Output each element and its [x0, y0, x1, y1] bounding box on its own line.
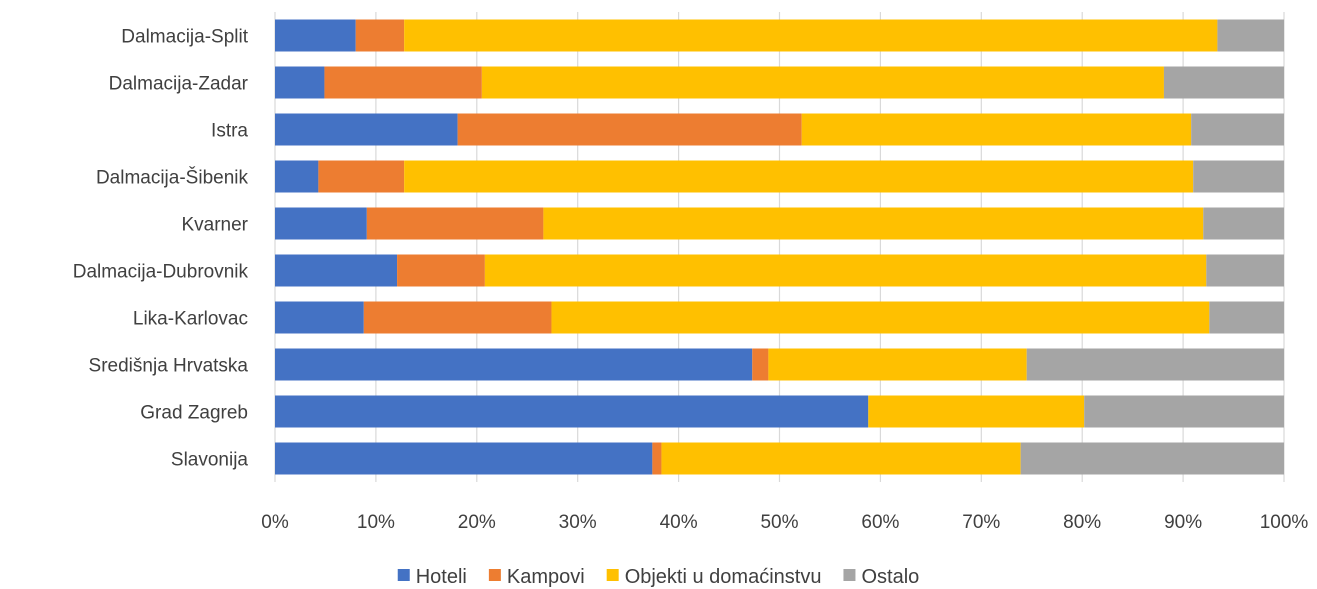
tick-label: 0%: [261, 512, 289, 533]
bar-ostalo-1: [1163, 66, 1284, 99]
bar-hoteli-7: [275, 348, 753, 381]
value-axis: 0% 10% 20% 30% 40% 50% 60% 70% 80% 90% 100%: [261, 512, 1308, 533]
category-label: Dalmacija-Zadar: [109, 74, 249, 95]
bar-objekti-u-doma-instvu-6: [551, 301, 1210, 334]
bar-objekti-u-doma-instvu-8: [868, 395, 1085, 428]
bar-ostalo-0: [1217, 19, 1284, 52]
bar-hoteli-3: [275, 160, 319, 193]
legend-label: Hoteli: [416, 566, 467, 588]
tick-label: 30%: [559, 512, 597, 533]
legend-label: Objekti u domaćinstvu: [625, 566, 822, 588]
bar-hoteli-0: [275, 19, 356, 52]
legend-swatch-ostalo: [843, 569, 856, 581]
bar-kampovi-3: [318, 160, 405, 193]
tick-label: 20%: [458, 512, 496, 533]
bar-hoteli-4: [275, 207, 367, 240]
bar-kampovi-7: [752, 348, 769, 381]
category-label: Dalmacija-Dubrovnik: [73, 262, 249, 283]
bar-ostalo-5: [1206, 254, 1284, 287]
bar-hoteli-1: [275, 66, 325, 99]
bar-kampovi-4: [366, 207, 544, 240]
bar-objekti-u-doma-instvu-4: [543, 207, 1204, 240]
bar-hoteli-5: [275, 254, 398, 287]
bar-objekti-u-doma-instvu-2: [801, 113, 1192, 146]
bar-objekti-u-doma-instvu-5: [484, 254, 1207, 287]
tick-label: 90%: [1164, 512, 1202, 533]
legend-swatch-kampovi: [488, 569, 501, 581]
legend-label: Ostalo: [861, 566, 919, 588]
bar-kampovi-2: [457, 113, 802, 146]
category-label: Istra: [211, 121, 248, 142]
tick-label: 70%: [962, 512, 1000, 533]
category-label: Slavonija: [171, 450, 249, 471]
bar-ostalo-6: [1209, 301, 1284, 334]
bar-kampovi-1: [324, 66, 482, 99]
bar-ostalo-8: [1084, 395, 1284, 428]
bar-objekti-u-doma-instvu-9: [661, 442, 1021, 475]
tick-label: 50%: [760, 512, 798, 533]
legend-swatch-objekti-u-doma-instvu: [606, 569, 619, 581]
bar-hoteli-9: [275, 442, 653, 475]
bar-kampovi-0: [355, 19, 405, 52]
bar-hoteli-8: [275, 395, 869, 428]
legend-label: Kampovi: [507, 566, 585, 588]
category-axis: Dalmacija-Split Dalmacija-Zadar Istra Dalma…: [73, 27, 249, 471]
bars: [275, 19, 1284, 475]
bar-ostalo-3: [1193, 160, 1284, 193]
bar-kampovi-9: [652, 442, 662, 475]
category-label: Kvarner: [181, 215, 248, 236]
legend-swatch-hoteli: [397, 569, 410, 581]
bar-objekti-u-doma-instvu-0: [404, 19, 1218, 52]
bar-hoteli-2: [275, 113, 458, 146]
tick-label: 100%: [1260, 512, 1309, 533]
bar-objekti-u-doma-instvu-7: [768, 348, 1027, 381]
tick-label: 60%: [861, 512, 899, 533]
bar-objekti-u-doma-instvu-1: [481, 66, 1164, 99]
bar-ostalo-7: [1026, 348, 1284, 381]
bar-kampovi-6: [363, 301, 552, 334]
bar-hoteli-6: [275, 301, 364, 334]
tick-label: 40%: [660, 512, 698, 533]
category-label: Dalmacija-Šibenik: [96, 167, 249, 189]
bar-kampovi-5: [397, 254, 485, 287]
bar-ostalo-2: [1191, 113, 1284, 146]
bar-ostalo-4: [1203, 207, 1284, 240]
category-label: Lika-Karlovac: [133, 309, 248, 330]
bar-ostalo-9: [1020, 442, 1284, 475]
category-label: Središnja Hrvatska: [89, 356, 249, 377]
tick-label: 80%: [1063, 512, 1101, 533]
category-label: Grad Zagreb: [140, 403, 248, 424]
legend: Hoteli Kampovi Objekti u domaćinstvu Ostalo: [397, 566, 919, 588]
category-label: Dalmacija-Split: [121, 27, 248, 48]
tick-label: 10%: [357, 512, 395, 533]
bar-objekti-u-doma-instvu-3: [404, 160, 1194, 193]
